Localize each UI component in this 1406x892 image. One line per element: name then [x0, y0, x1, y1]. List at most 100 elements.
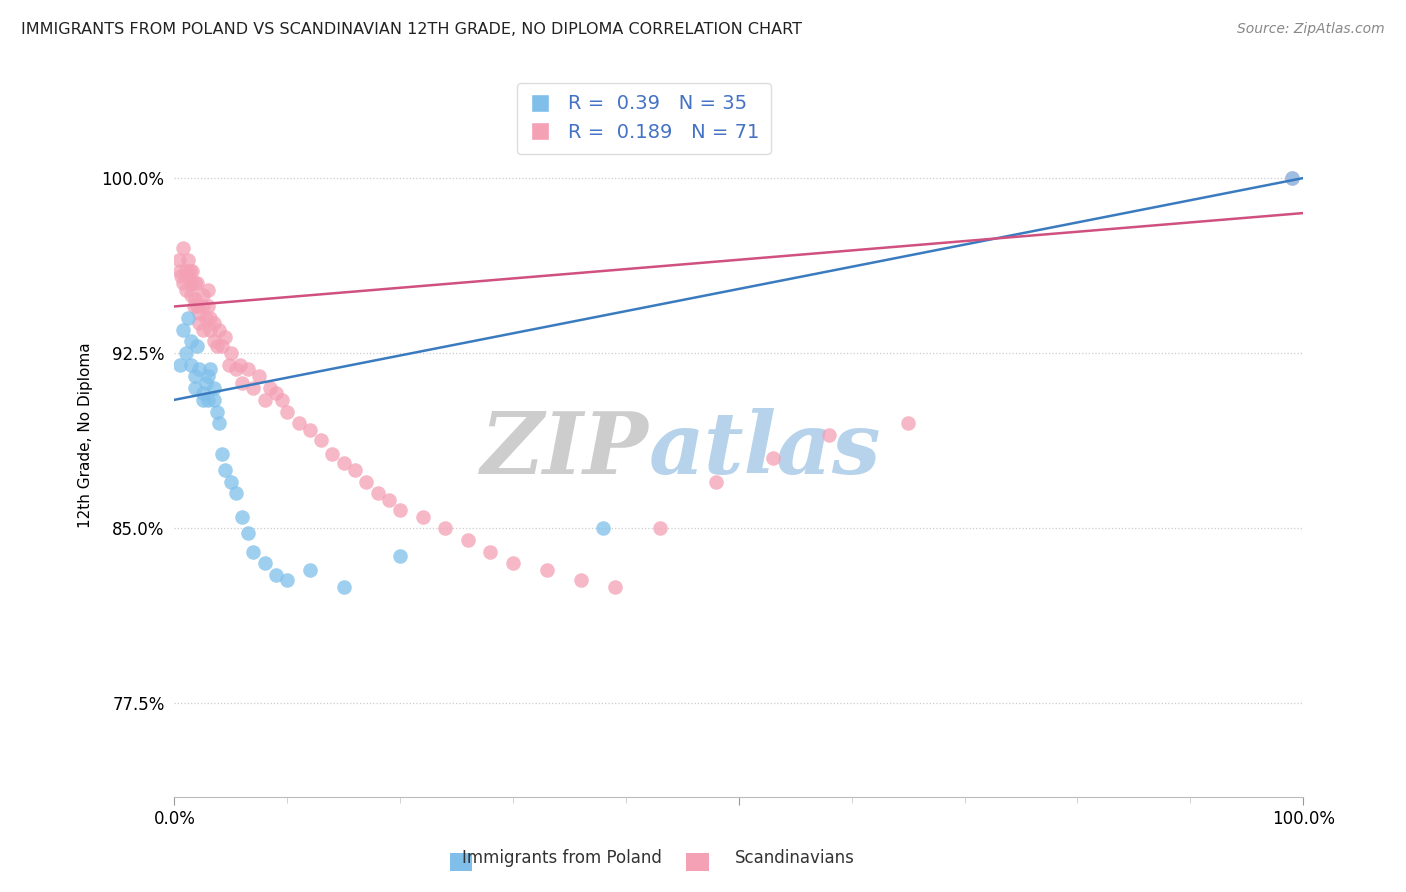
Point: [389, 502, 412, 516]
Point: [174, 283, 197, 297]
Point: [167, 252, 190, 267]
Point: [186, 276, 208, 290]
Point: [211, 339, 233, 353]
Text: Source: ZipAtlas.com: Source: ZipAtlas.com: [1237, 22, 1385, 37]
Point: [202, 392, 225, 407]
Point: [592, 521, 614, 535]
Point: [218, 358, 240, 372]
Point: [205, 339, 228, 353]
Point: [194, 311, 217, 326]
Point: [603, 580, 626, 594]
Point: [332, 580, 354, 594]
Point: [309, 433, 332, 447]
Point: [202, 316, 225, 330]
Point: [177, 269, 200, 284]
Point: [191, 385, 214, 400]
Point: [183, 369, 205, 384]
Point: [191, 300, 214, 314]
FancyBboxPatch shape: [450, 853, 472, 871]
Point: [343, 463, 366, 477]
Point: [214, 330, 236, 344]
Point: [231, 376, 253, 391]
Point: [502, 556, 524, 570]
Point: [762, 451, 785, 466]
Point: [177, 252, 200, 267]
Point: [186, 300, 208, 314]
Point: [264, 568, 287, 582]
Point: [332, 456, 354, 470]
Point: [180, 334, 202, 349]
Point: [191, 287, 214, 301]
Point: [200, 362, 222, 376]
Point: [253, 556, 276, 570]
Point: [211, 446, 233, 460]
Point: [704, 475, 727, 489]
Point: [219, 475, 242, 489]
Point: [242, 544, 264, 558]
Text: Immigrants from Poland: Immigrants from Poland: [463, 849, 662, 867]
Point: [287, 416, 309, 430]
Point: [202, 334, 225, 349]
Point: [225, 486, 247, 500]
Point: [174, 346, 197, 360]
Point: [897, 416, 920, 430]
Point: [378, 493, 401, 508]
Point: [172, 241, 194, 255]
Point: [205, 404, 228, 418]
Point: [247, 369, 270, 384]
Point: [177, 311, 200, 326]
Point: [1281, 171, 1303, 186]
Point: [321, 446, 343, 460]
Point: [183, 276, 205, 290]
Point: [231, 509, 253, 524]
Text: atlas: atlas: [648, 408, 882, 491]
Point: [648, 521, 671, 535]
Point: [412, 509, 434, 524]
Point: [236, 362, 259, 376]
Point: [197, 392, 219, 407]
Point: [186, 339, 208, 353]
Text: IMMIGRANTS FROM POLAND VS SCANDINAVIAN 12TH GRADE, NO DIPLOMA CORRELATION CHART: IMMIGRANTS FROM POLAND VS SCANDINAVIAN 1…: [21, 22, 801, 37]
Y-axis label: 12th Grade, No Diploma: 12th Grade, No Diploma: [79, 342, 93, 528]
Point: [188, 316, 211, 330]
Point: [276, 404, 298, 418]
Point: [180, 287, 202, 301]
Point: [191, 323, 214, 337]
Point: [200, 311, 222, 326]
Point: [194, 376, 217, 391]
Point: [169, 358, 191, 372]
Point: [208, 416, 231, 430]
Point: [188, 306, 211, 320]
Point: [183, 381, 205, 395]
Point: [367, 486, 389, 500]
Point: [197, 300, 219, 314]
FancyBboxPatch shape: [686, 853, 709, 871]
Legend: R =  0.39   N = 35, R =  0.189   N = 71: R = 0.39 N = 35, R = 0.189 N = 71: [517, 83, 770, 153]
Point: [276, 573, 298, 587]
Point: [569, 573, 592, 587]
Point: [259, 381, 281, 395]
Point: [200, 323, 222, 337]
Point: [172, 323, 194, 337]
Text: ZIP: ZIP: [481, 408, 648, 491]
Point: [174, 264, 197, 278]
Point: [236, 525, 259, 540]
Point: [191, 392, 214, 407]
Point: [354, 475, 377, 489]
Point: [536, 563, 558, 577]
Point: [208, 323, 231, 337]
Point: [298, 423, 321, 437]
Text: Scandinavians: Scandinavians: [734, 849, 855, 867]
Point: [242, 381, 264, 395]
Point: [457, 533, 479, 547]
Point: [253, 392, 276, 407]
Point: [172, 276, 194, 290]
Point: [298, 563, 321, 577]
Point: [179, 264, 201, 278]
Point: [197, 283, 219, 297]
Point: [214, 463, 236, 477]
Point: [225, 362, 247, 376]
Point: [180, 358, 202, 372]
Point: [170, 269, 193, 284]
Point: [434, 521, 457, 535]
